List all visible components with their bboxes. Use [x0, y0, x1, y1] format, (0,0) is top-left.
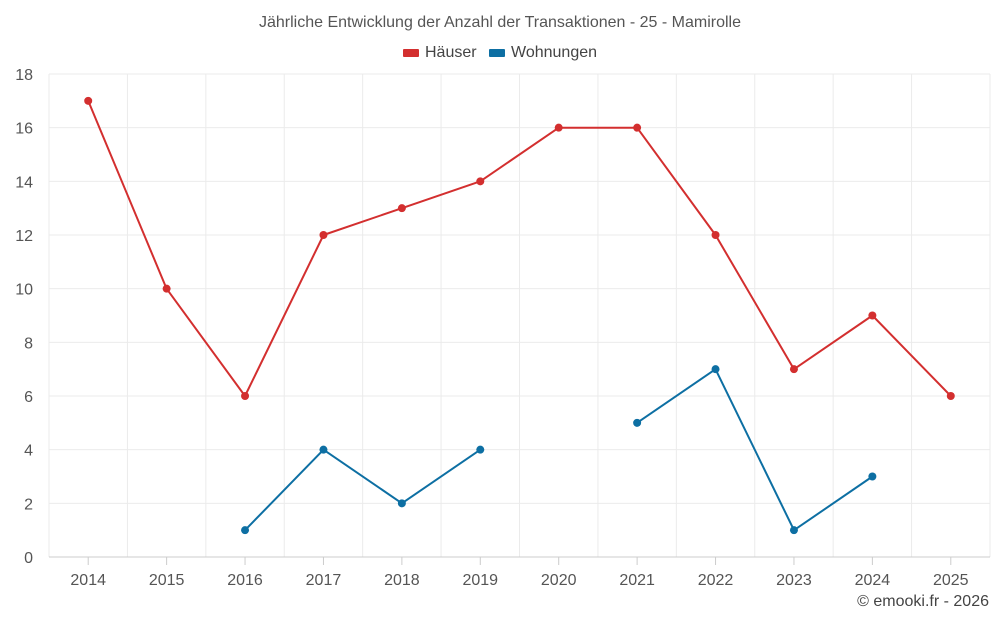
legend: Häuser Wohnungen — [0, 44, 1000, 62]
x-tick-label: 2022 — [698, 572, 734, 589]
data-point-wohnungen — [397, 499, 406, 508]
legend-item-wohnungen[interactable]: Wohnungen — [489, 44, 597, 62]
y-tick-label: 14 — [15, 174, 33, 191]
series-line-haeuser — [87, 100, 952, 397]
data-point-haeuser — [789, 365, 798, 374]
x-tick-label: 2017 — [306, 572, 342, 589]
x-tick-label: 2024 — [855, 572, 891, 589]
data-point-haeuser — [946, 392, 955, 400]
data-point-haeuser — [84, 96, 93, 105]
x-tick-label: 2016 — [227, 572, 263, 589]
data-point-wohnungen — [241, 526, 250, 535]
x-tick-label: 2015 — [149, 572, 185, 589]
y-tick-label: 2 — [24, 496, 33, 513]
data-point-wohnungen — [319, 445, 328, 454]
y-tick-label: 12 — [15, 228, 33, 245]
series-line-wohnungen — [244, 448, 481, 531]
data-point-haeuser — [633, 123, 642, 132]
y-tick-label: 16 — [15, 121, 33, 138]
legend-swatch-wohnungen — [489, 49, 506, 57]
copyright-text: © emooki.fr - 2026 — [857, 593, 989, 610]
x-tick-label: 2025 — [933, 572, 969, 589]
data-point-wohnungen — [868, 472, 877, 481]
y-tick-label: 8 — [24, 335, 33, 352]
data-point-haeuser — [868, 311, 877, 320]
legend-label-haeuser: Häuser — [424, 44, 477, 61]
data-point-haeuser — [397, 204, 406, 213]
x-tick-label: 2014 — [70, 572, 106, 589]
x-tick-label: 2023 — [776, 572, 812, 589]
x-tick-label: 2019 — [462, 572, 498, 589]
y-tick-label: 18 — [15, 67, 33, 84]
data-point-haeuser — [476, 177, 485, 186]
series — [84, 96, 955, 535]
legend-label-wohnungen: Wohnungen — [511, 44, 598, 61]
data-point-haeuser — [554, 123, 563, 132]
data-point-wohnungen — [711, 365, 720, 374]
chart-title: Jährliche Entwicklung der Anzahl der Tra… — [258, 14, 741, 31]
y-tick-label: 0 — [24, 550, 33, 567]
y-tick-label: 6 — [24, 389, 33, 406]
data-point-wohnungen — [633, 418, 642, 427]
data-point-haeuser — [241, 392, 250, 400]
y-tick-label: 10 — [15, 282, 33, 299]
data-point-haeuser — [319, 231, 328, 239]
x-tick-label: 2021 — [619, 572, 655, 589]
x-tick-label: 2018 — [384, 572, 420, 589]
data-point-haeuser — [162, 284, 171, 293]
data-point-wohnungen — [476, 445, 485, 454]
data-point-haeuser — [711, 231, 720, 239]
x-tick-label: 2020 — [541, 572, 577, 589]
grid — [48, 73, 991, 557]
y-tick-label: 4 — [24, 443, 33, 460]
legend-swatch-haeuser — [402, 49, 419, 57]
legend-item-haeuser[interactable]: Häuser — [402, 44, 477, 62]
data-point-wohnungen — [789, 526, 798, 535]
axes: 0 2 4 6 8 10 12 14 16 18 2014 2015 2016 2017 2018 2019 2… — [15, 67, 990, 589]
series-line-wohnungen — [636, 368, 873, 532]
